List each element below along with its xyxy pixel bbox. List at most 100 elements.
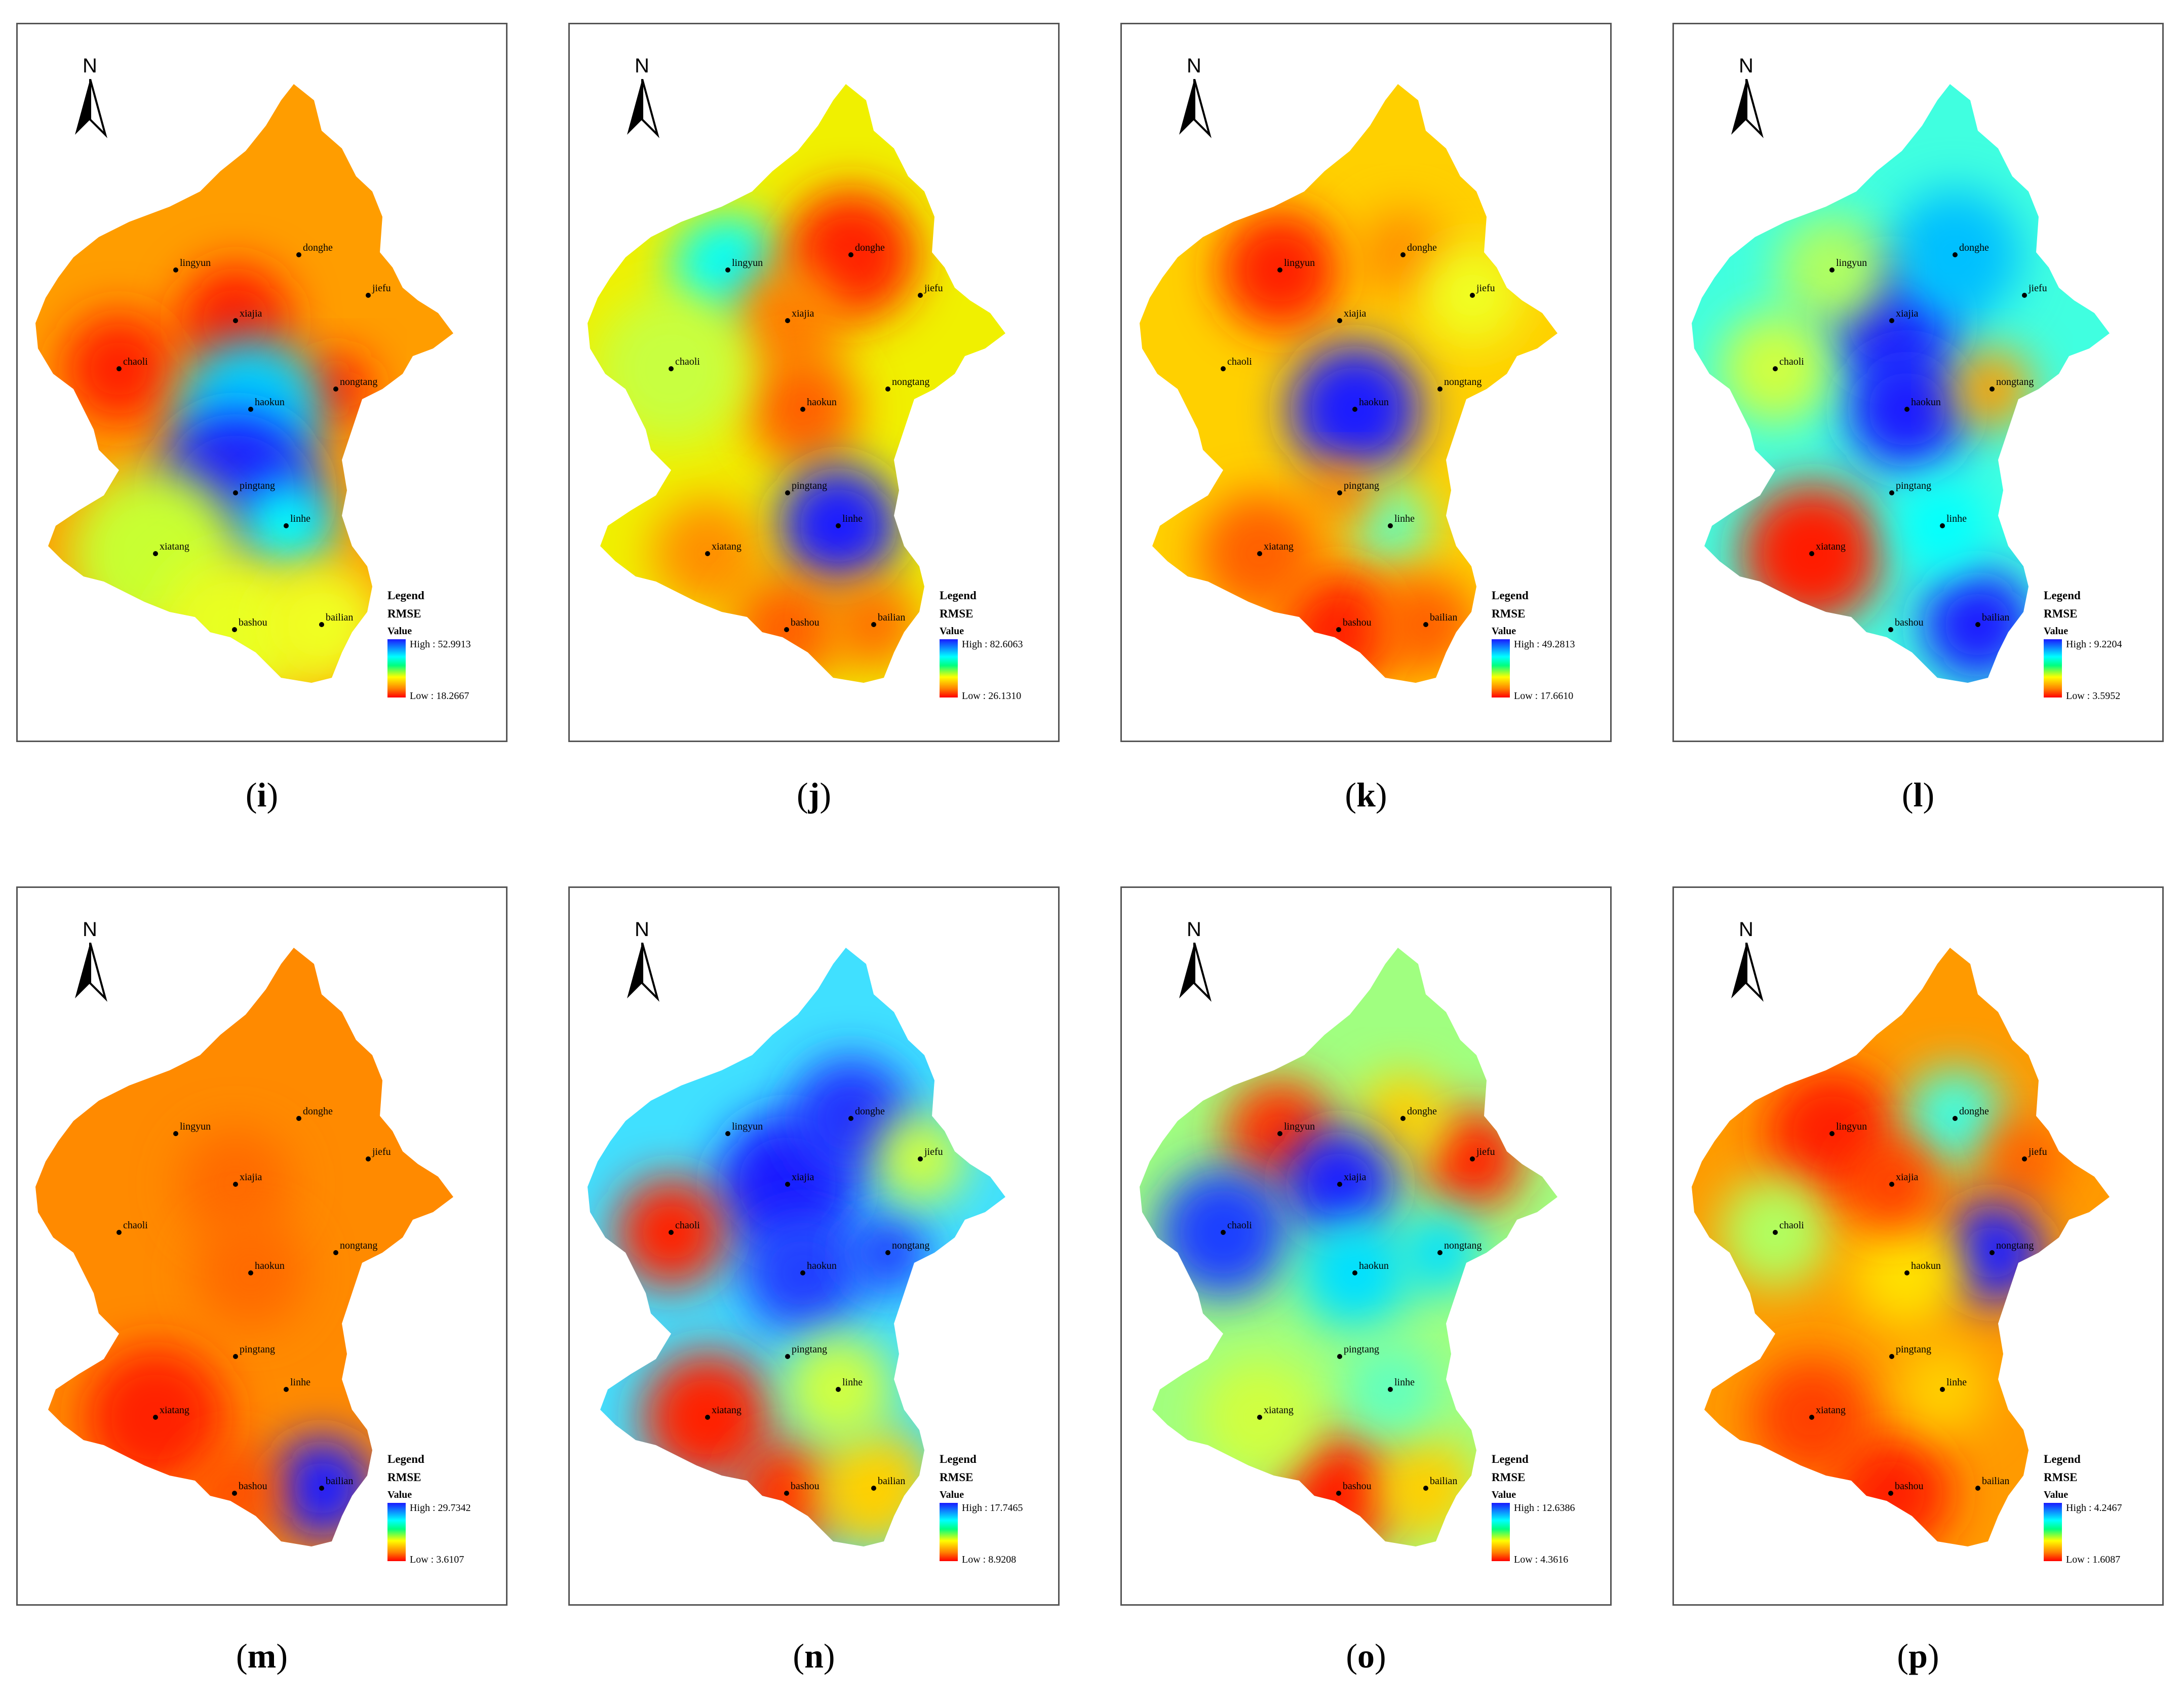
station-point-jiefu <box>2022 1156 2027 1161</box>
station-point-nongtang <box>333 1250 338 1255</box>
station-label-haokun: haokun <box>807 1260 837 1271</box>
panel-caption-letter: m <box>247 1637 277 1675</box>
station-label-xiatang: xiatang <box>1816 1405 1846 1416</box>
north-arrow: N <box>1729 918 1769 1004</box>
legend-value-label: Value <box>1492 626 1516 637</box>
north-label: N <box>83 918 97 941</box>
station-label-haokun: haokun <box>1911 1260 1941 1271</box>
north-arrow: N <box>1177 55 1217 141</box>
legend-title: Legend <box>940 1453 977 1465</box>
legend-low: Low : 4.3616 <box>1514 1554 1569 1565</box>
station-label-pingtang: pingtang <box>240 1344 275 1355</box>
legend-field: RMSE <box>940 1471 973 1484</box>
station-point-nongtang <box>333 386 338 392</box>
station-label-xiajia: xiajia <box>240 1172 262 1183</box>
panel-caption: (m) <box>236 1637 288 1675</box>
station-point-jiefu <box>2022 293 2027 298</box>
legend-low: Low : 18.2667 <box>410 690 470 702</box>
station-label-nongtang: nongtang <box>340 1240 377 1251</box>
station-label-bailian: bailian <box>1430 1476 1457 1487</box>
panel-caption-letter: j <box>808 776 820 814</box>
north-arrow-icon <box>1179 79 1212 138</box>
station-point-xiatang <box>1809 1415 1814 1420</box>
map-panel-j: lingyun donghe jiefu xiajia chaoli nongtang ha… <box>568 23 1060 742</box>
station-point-lingyun <box>173 267 178 273</box>
interpolation-map: lingyun donghe jiefu xiajia chaoli nongtang ha… <box>1692 948 2110 1546</box>
station-label-lingyun: lingyun <box>732 1121 763 1132</box>
station-label-pingtang: pingtang <box>792 1344 827 1355</box>
station-label-xiatang: xiatang <box>160 1405 189 1416</box>
legend-value-label: Value <box>940 626 964 637</box>
legend-title: Legend <box>2044 589 2081 602</box>
station-point-bashou <box>1336 627 1341 632</box>
station-point-xiajia <box>1337 1182 1342 1187</box>
north-label: N <box>1187 55 1201 77</box>
station-point-bailian <box>871 1486 876 1491</box>
legend: Legend RMSE Value High : 17.7465 Low : 8.920… <box>940 1453 1056 1589</box>
panel-caption: (n) <box>793 1637 835 1675</box>
map-panel-p: lingyun donghe jiefu xiajia chaoli nongtang ha… <box>1672 886 2164 1606</box>
legend-high: High : 29.7342 <box>410 1502 471 1514</box>
station-point-lingyun <box>725 267 730 273</box>
north-arrow: N <box>1729 55 1769 141</box>
station-label-haokun: haokun <box>255 1260 285 1271</box>
station-point-xiatang <box>153 551 158 556</box>
station-point-haokun <box>800 407 805 412</box>
panel-caption-letter: o <box>1357 1637 1375 1675</box>
legend-value-label: Value <box>1492 1489 1516 1500</box>
station-label-haokun: haokun <box>1911 397 1941 408</box>
interpolation-map: lingyun donghe jiefu xiajia chaoli nongtang ha… <box>35 84 453 683</box>
station-label-linhe: linhe <box>290 1377 310 1388</box>
station-point-chaoli <box>1221 366 1226 371</box>
legend-field: RMSE <box>387 607 421 620</box>
station-label-donghe: donghe <box>1407 1106 1437 1117</box>
station-point-lingyun <box>1277 267 1282 273</box>
station-label-chaoli: chaoli <box>675 1220 700 1231</box>
station-label-pingtang: pingtang <box>240 480 275 491</box>
station-point-bailian <box>1423 622 1428 627</box>
legend: Legend RMSE Value High : 4.2467 Low : 1.6087 <box>2044 1453 2160 1589</box>
station-point-bashou <box>232 1491 237 1496</box>
color-ramp <box>387 1503 406 1561</box>
station-point-lingyun <box>1829 1131 1835 1136</box>
station-point-nongtang <box>885 386 890 392</box>
station-point-nongtang <box>1990 386 1995 392</box>
north-arrow-icon <box>1179 943 1212 1002</box>
station-point-bashou <box>784 627 789 632</box>
station-label-linhe: linhe <box>1946 513 1967 524</box>
station-label-lingyun: lingyun <box>1836 1121 1867 1132</box>
station-point-chaoli <box>669 366 674 371</box>
color-ramp <box>1492 639 1510 697</box>
station-label-xiajia: xiajia <box>1896 308 1919 319</box>
legend-high: High : 82.6063 <box>962 639 1023 650</box>
station-label-nongtang: nongtang <box>1444 376 1481 387</box>
color-ramp <box>1492 1503 1510 1561</box>
station-point-lingyun <box>173 1131 178 1136</box>
station-point-jiefu <box>366 1156 371 1161</box>
station-label-bashou: bashou <box>1895 1481 1924 1492</box>
interpolation-map: lingyun donghe jiefu xiajia chaoli nongtang ha… <box>35 948 453 1546</box>
station-point-xiatang <box>1809 551 1814 556</box>
north-label: N <box>1187 918 1201 941</box>
north-label: N <box>83 55 97 77</box>
legend-value-label: Value <box>2044 1489 2069 1500</box>
interpolation-map: lingyun donghe jiefu xiajia chaoli nongtang ha… <box>1140 948 1557 1546</box>
legend-high: High : 12.6386 <box>1514 1502 1575 1514</box>
station-label-bailian: bailian <box>326 1476 353 1487</box>
station-point-xiajia <box>785 1182 790 1187</box>
legend: Legend RMSE Value High : 52.9913 Low : 18.26… <box>387 589 504 726</box>
legend-field: RMSE <box>387 1471 421 1484</box>
station-label-jiefu: jiefu <box>2028 1146 2047 1157</box>
station-point-donghe <box>848 1116 853 1121</box>
station-label-jiefu: jiefu <box>924 283 943 294</box>
station-label-donghe: donghe <box>303 242 333 253</box>
color-ramp <box>940 639 958 697</box>
station-label-chaoli: chaoli <box>123 1220 148 1231</box>
station-label-haokun: haokun <box>807 397 837 408</box>
legend-high: High : 49.2813 <box>1514 639 1575 650</box>
station-point-chaoli <box>1221 1230 1226 1235</box>
station-label-nongtang: nongtang <box>340 376 377 387</box>
legend-value-label: Value <box>387 1489 412 1500</box>
station-point-donghe <box>1953 1116 1958 1121</box>
station-point-xiajia <box>785 318 790 323</box>
